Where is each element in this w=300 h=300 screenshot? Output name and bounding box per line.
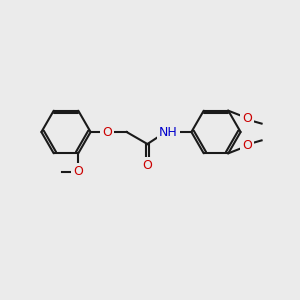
Text: O: O: [142, 159, 152, 172]
Text: NH: NH: [159, 125, 178, 139]
Text: O: O: [102, 125, 112, 139]
Text: O: O: [242, 112, 252, 125]
Text: O: O: [74, 165, 83, 178]
Text: O: O: [242, 139, 252, 152]
